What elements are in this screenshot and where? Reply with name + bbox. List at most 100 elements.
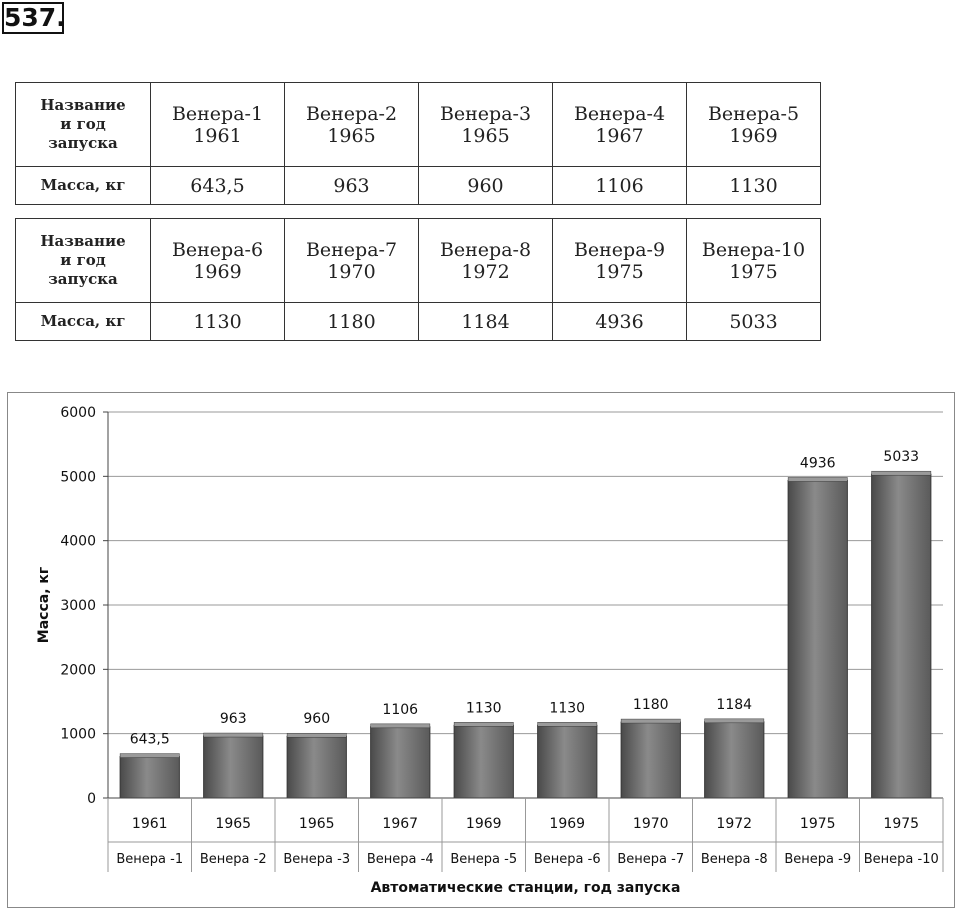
x-year-label: 1965 xyxy=(299,816,335,832)
table-row-names: Название и год запуска Венера-1 1961 Вене… xyxy=(15,82,821,167)
data-label: 1180 xyxy=(633,697,669,713)
name-year-header: Название и год запуска xyxy=(15,218,151,303)
station-name: Венера-7 xyxy=(305,238,398,261)
station-cell: Венера-8 1972 xyxy=(418,218,553,303)
bar xyxy=(787,479,848,799)
x-axis-title: Автоматические станции, год запуска xyxy=(371,880,681,896)
x-year-label: 1969 xyxy=(466,816,502,832)
bar-top xyxy=(453,722,514,727)
x-category-label: Венера -4 xyxy=(367,852,434,867)
station-year: 1961 xyxy=(193,124,242,147)
bar-chart: 0 1000 2000 3000 4000 5000 6000 643,5 963 960 1106… xyxy=(36,405,944,896)
data-label: 1130 xyxy=(466,700,502,716)
bar xyxy=(203,735,264,799)
x-year-label: 1967 xyxy=(382,816,418,832)
station-year: 1972 xyxy=(461,260,510,283)
mass-cell: 1130 xyxy=(686,166,821,205)
header-line: Название xyxy=(40,232,126,250)
x-year-label: 1970 xyxy=(633,816,669,832)
bar-top xyxy=(537,722,598,727)
y-tick-label: 3000 xyxy=(60,598,96,614)
x-year-label: 1972 xyxy=(716,816,752,832)
y-axis-title: Масса, кг xyxy=(36,567,52,643)
bar-top xyxy=(119,753,180,758)
x-year-label: 1961 xyxy=(132,816,168,832)
x-year-label: 1975 xyxy=(883,816,919,832)
y-tick-label: 5000 xyxy=(60,469,96,485)
name-year-header: Название и год запуска xyxy=(15,82,151,167)
mass-cell: 960 xyxy=(418,166,553,205)
data-label: 960 xyxy=(303,711,330,727)
station-cell: Венера-6 1969 xyxy=(150,218,285,303)
x-category-label: Венера -6 xyxy=(534,852,601,867)
y-tick-label: 2000 xyxy=(60,662,96,678)
chart-frame: 0 1000 2000 3000 4000 5000 6000 643,5 963 960 1106… xyxy=(7,392,955,908)
station-year: 1975 xyxy=(595,260,644,283)
x-category-label: Венера -5 xyxy=(450,852,517,867)
bar xyxy=(286,735,347,799)
station-year: 1969 xyxy=(193,260,242,283)
x-category-label: Венера -7 xyxy=(617,852,684,867)
mass-header: Масса, кг xyxy=(15,166,151,205)
data-table-1: Название и год запуска Венера-1 1961 Вене… xyxy=(15,82,821,205)
y-tick-label: 4000 xyxy=(60,534,96,550)
header-line: и год xyxy=(60,115,106,133)
mass-cell: 1130 xyxy=(150,302,285,341)
bar-top xyxy=(203,732,264,738)
station-name: Венера-5 xyxy=(707,102,800,125)
station-cell: Венера-1 1961 xyxy=(150,82,285,167)
bar-top xyxy=(704,718,765,724)
bar xyxy=(370,726,431,799)
station-name: Венера-8 xyxy=(439,238,532,261)
header-line: и год xyxy=(60,251,106,269)
table-row-mass: Масса, кг 1130 1180 1184 4936 5033 xyxy=(15,302,821,341)
data-label: 1130 xyxy=(549,700,585,716)
table-row-names: Название и год запуска Венера-6 1969 Вене… xyxy=(15,218,821,303)
mass-cell: 963 xyxy=(284,166,419,205)
header-line: запуска xyxy=(48,134,118,152)
mass-cell: 643,5 xyxy=(150,166,285,205)
bar-top xyxy=(286,732,347,738)
table-row-mass: Масса, кг 643,5 963 960 1106 1130 xyxy=(15,166,821,205)
station-name: Венера-4 xyxy=(573,102,666,125)
x-category-label: Венера -10 xyxy=(864,852,939,867)
x-category-label: Венера -2 xyxy=(200,852,267,867)
y-tick-label: 6000 xyxy=(60,405,96,421)
mass-cell: 1184 xyxy=(418,302,553,341)
data-label: 1184 xyxy=(716,697,752,713)
bar xyxy=(704,721,765,799)
station-cell: Венера-4 1967 xyxy=(552,82,687,167)
station-cell: Венера-7 1970 xyxy=(284,218,419,303)
bar xyxy=(453,724,514,799)
x-year-label: 1969 xyxy=(549,816,585,832)
header-line: запуска xyxy=(48,270,118,288)
y-tick-label: 0 xyxy=(87,791,96,807)
station-year: 1967 xyxy=(595,124,644,147)
station-name: Венера-2 xyxy=(305,102,398,125)
station-cell: Венера-9 1975 xyxy=(552,218,687,303)
bar xyxy=(537,724,598,799)
data-label: 5033 xyxy=(883,449,919,465)
bar-top xyxy=(620,718,681,724)
mass-cell: 1106 xyxy=(552,166,687,205)
data-label: 4936 xyxy=(800,455,836,471)
station-name: Венера-1 xyxy=(171,102,264,125)
x-category-label: Венера -8 xyxy=(701,852,768,867)
data-label: 1106 xyxy=(382,702,418,718)
station-name: Венера-3 xyxy=(439,102,532,125)
station-cell: Венера-10 1975 xyxy=(686,218,821,303)
station-year: 1965 xyxy=(461,124,510,147)
bar xyxy=(871,473,932,799)
header-line: Название xyxy=(40,96,126,114)
mass-cell: 5033 xyxy=(686,302,821,341)
bar xyxy=(620,721,681,799)
station-name: Венера-9 xyxy=(573,238,666,261)
station-name: Венера-6 xyxy=(171,238,264,261)
station-cell: Венера-3 1965 xyxy=(418,82,553,167)
bar-top xyxy=(871,470,932,476)
data-label: 643,5 xyxy=(130,732,170,748)
x-category-label: Венера -1 xyxy=(116,852,183,867)
mass-cell: 1180 xyxy=(284,302,419,341)
station-year: 1965 xyxy=(327,124,376,147)
x-category-label: Венера -3 xyxy=(283,852,350,867)
